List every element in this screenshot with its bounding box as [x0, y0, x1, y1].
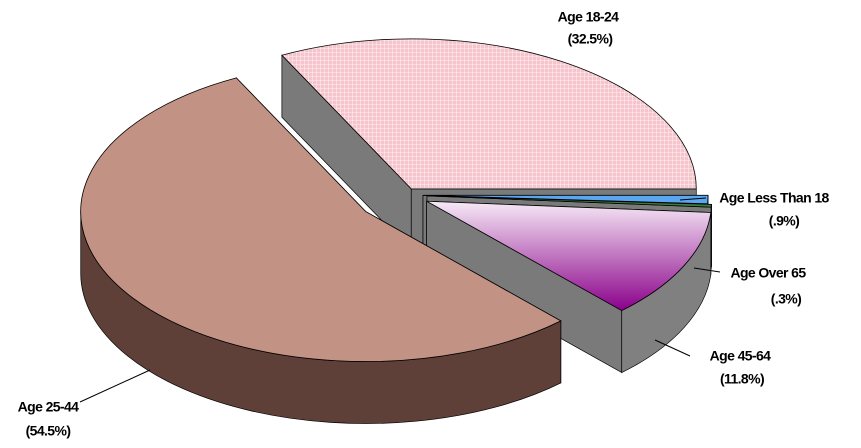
- slice-label: Age 18-24: [558, 9, 620, 25]
- pie: [80, 38, 712, 424]
- slice-value-label: (11.8%): [720, 371, 764, 387]
- slice-label: Age Less Than 18: [719, 190, 829, 206]
- leader-line: [679, 197, 707, 201]
- slice-value-label: (.3%): [771, 291, 801, 307]
- slice: [281, 38, 697, 190]
- slice-value-label: (54.5%): [26, 423, 71, 439]
- slice-label: Age 25-44: [18, 399, 80, 415]
- slice-label: Age 45-64: [710, 348, 772, 364]
- slice: [426, 200, 712, 312]
- leader-line: [654, 339, 691, 357]
- leader-line: [79, 369, 151, 403]
- slice: [426, 195, 712, 208]
- slice-value-label: (32.5%): [568, 31, 613, 47]
- slice: [422, 194, 709, 205]
- slice-value-label: (.9%): [769, 213, 799, 229]
- leader-line: [693, 267, 721, 273]
- slice-label: Age Over 65: [730, 265, 806, 281]
- leader-lines: [79, 197, 721, 403]
- slice: [80, 77, 562, 362]
